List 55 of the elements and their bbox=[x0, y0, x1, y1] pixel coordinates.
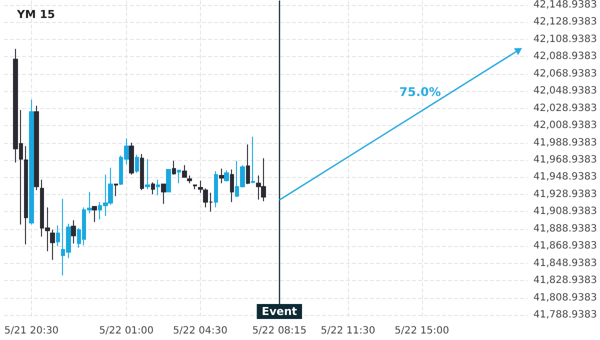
y-tick-label: 42,108.9383 bbox=[533, 34, 598, 45]
candlestick bbox=[172, 160, 176, 176]
y-tick-label: 41,788.9383 bbox=[533, 310, 598, 321]
candlestick bbox=[114, 184, 118, 197]
candlestick bbox=[140, 153, 144, 191]
x-tick-label: 5/22 11:30 bbox=[320, 326, 376, 336]
y-tick-label: 42,068.9383 bbox=[533, 68, 598, 80]
candlestick bbox=[177, 170, 181, 184]
y-tick-label: 41,988.9383 bbox=[533, 137, 598, 148]
candlestick bbox=[56, 224, 60, 247]
candlestick bbox=[187, 174, 192, 184]
y-tick-label: 41,968.9383 bbox=[533, 154, 598, 166]
y-tick-label: 41,848.9383 bbox=[533, 258, 598, 269]
y-tick-label: 41,868.9383 bbox=[533, 240, 598, 252]
candlestick bbox=[219, 168, 224, 184]
y-tick-label: 42,008.9383 bbox=[533, 120, 598, 132]
candlestick bbox=[214, 170, 218, 208]
x-tick-label: 5/22 15:00 bbox=[394, 326, 450, 336]
candlestick bbox=[193, 184, 197, 190]
y-tick-label: 42,088.9383 bbox=[533, 51, 598, 62]
x-tick-label: 5/22 01:00 bbox=[99, 326, 154, 336]
candlestick bbox=[71, 220, 76, 244]
y-tick-label: 41,808.9383 bbox=[533, 292, 598, 304]
y-tick-label: 42,128.9383 bbox=[533, 16, 598, 28]
candlestick bbox=[129, 142, 134, 176]
candlestick bbox=[246, 144, 250, 185]
x-tick-label: 5/22 08:15 bbox=[252, 326, 307, 336]
y-tick-label: 41,948.9383 bbox=[533, 172, 598, 183]
candlestick bbox=[50, 229, 55, 260]
y-tick-label: 42,028.9383 bbox=[533, 102, 598, 114]
y-tick-label: 41,928.9383 bbox=[533, 188, 598, 200]
y-tick-label: 41,888.9383 bbox=[533, 223, 598, 234]
candlestick bbox=[156, 179, 160, 196]
candlestick bbox=[166, 168, 171, 192]
y-tick-label: 41,908.9383 bbox=[533, 206, 598, 218]
candlestick bbox=[230, 168, 234, 203]
text: YM 15 bbox=[16, 8, 56, 21]
candlestick bbox=[161, 184, 166, 204]
candlestick bbox=[34, 105, 39, 191]
ref-line-label: Event bbox=[262, 305, 298, 318]
x-tick-label: 5/21 20:30 bbox=[4, 326, 59, 336]
candlestick bbox=[151, 182, 155, 195]
candlestick bbox=[224, 170, 229, 182]
y-tick-label: 41,828.9383 bbox=[533, 275, 598, 286]
x-tick-label: 5/22 04:30 bbox=[173, 326, 228, 336]
candlestick bbox=[251, 136, 255, 184]
annotation: 75.0% bbox=[399, 84, 441, 99]
y-tick-label: 42,148.9383 bbox=[533, 0, 598, 10]
y-tick-label: 42,048.9383 bbox=[533, 86, 598, 97]
candlestick bbox=[24, 146, 28, 245]
candlestick bbox=[182, 164, 187, 178]
candlestick bbox=[198, 180, 203, 194]
candlestick bbox=[92, 206, 97, 222]
candlestick bbox=[135, 154, 139, 174]
candlestick bbox=[145, 158, 150, 190]
